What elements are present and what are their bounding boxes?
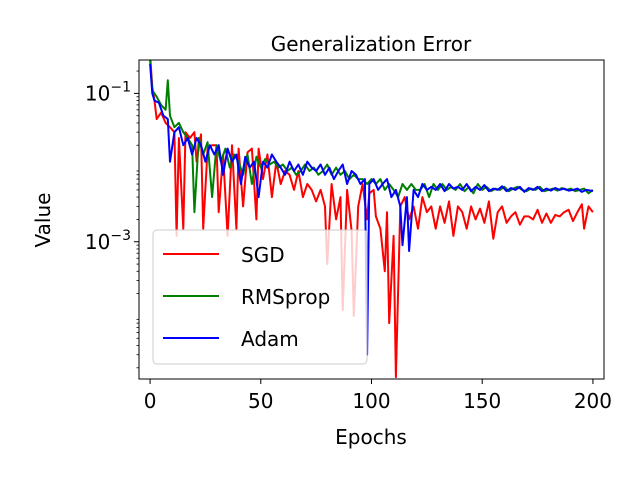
y-tick-base: 10 — [85, 81, 110, 105]
legend-label-adam: Adam — [241, 327, 299, 351]
y-tick-label: 10−3 — [85, 228, 131, 254]
y-axis-label: Value — [31, 193, 55, 248]
x-axis-label: Epochs — [335, 425, 407, 449]
series-line-adam — [149, 63, 594, 356]
x-tick-label: 0 — [144, 389, 157, 413]
x-tick-label: 150 — [463, 389, 501, 413]
legend-label-rmsprop: RMSprop — [241, 285, 330, 309]
x-tick-label: 100 — [352, 389, 390, 413]
y-tick-exponent: −1 — [110, 79, 131, 95]
x-tick-label: 200 — [574, 389, 612, 413]
y-axis: 10−110−3 — [85, 70, 139, 369]
series-line-sgd — [149, 60, 594, 379]
chart-title: Generalization Error — [271, 32, 472, 56]
legend-label-sgd: SGD — [241, 243, 285, 267]
y-tick-exponent: −3 — [110, 228, 131, 244]
x-axis: 0 50 100 150 200 — [144, 379, 612, 413]
legend: SGD RMSprop Adam — [152, 229, 368, 365]
series-line-rmsprop — [149, 60, 594, 214]
y-tick-label: 10−1 — [85, 79, 131, 105]
y-tick-base: 10 — [85, 230, 110, 254]
legend-box — [152, 229, 368, 365]
x-tick-label: 50 — [248, 389, 273, 413]
series-layer — [149, 60, 594, 379]
